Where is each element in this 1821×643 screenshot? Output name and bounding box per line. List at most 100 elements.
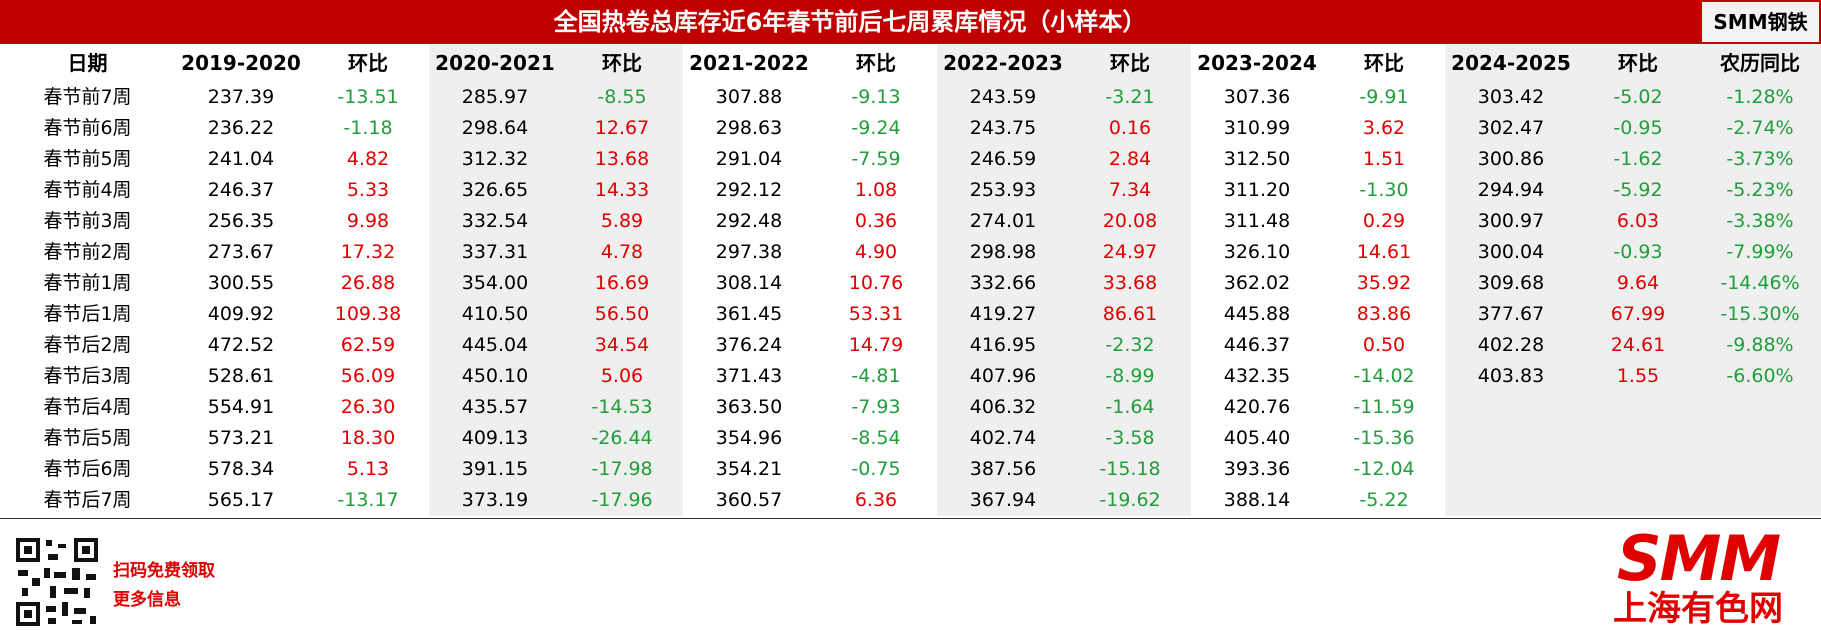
value-cell: 363.50	[715, 396, 783, 418]
change-cell: 56.50	[561, 299, 683, 330]
table-row: 春节后6周 578.34 5.13 391.15 -17.98 354.21 -0.75 38…	[0, 454, 1821, 485]
value-cell: 256.35	[207, 210, 275, 232]
value-cell: 407.96	[937, 361, 1069, 392]
value-cell: 377.67	[1445, 299, 1577, 330]
value-cell: 312.50	[1223, 148, 1291, 170]
change-cell: 16.69	[561, 268, 683, 299]
logo-name: 上海有色网	[1613, 589, 1783, 629]
value-cell: 406.32	[937, 392, 1069, 423]
value-cell: 360.57	[715, 489, 783, 511]
change-cell: 6.03	[1577, 206, 1699, 237]
value-cell: 241.04	[207, 148, 275, 170]
table-row: 春节后4周 554.91 26.30 435.57 -14.53 363.50 -7.93 4…	[0, 392, 1821, 423]
value-cell: 332.54	[429, 206, 561, 237]
badge: SMM钢铁	[1700, 0, 1821, 44]
value-cell: 409.13	[429, 423, 561, 454]
change-cell: -8.54	[851, 427, 901, 449]
column-header: 2021-2022	[689, 51, 809, 75]
change-cell: 35.92	[1356, 272, 1412, 294]
change-cell: 1.51	[1362, 148, 1406, 170]
column-header: 环比	[1364, 51, 1404, 75]
value-cell: 391.15	[429, 454, 561, 485]
change-cell: 62.59	[340, 334, 396, 356]
value-cell: 445.88	[1223, 303, 1291, 325]
row-label: 春节前4周	[43, 179, 132, 201]
column-header: 2024-2025	[1445, 44, 1577, 82]
change-cell: 83.86	[1356, 303, 1412, 325]
value-cell: 410.50	[429, 299, 561, 330]
row-label: 春节后5周	[43, 427, 132, 449]
value-cell: 253.93	[937, 175, 1069, 206]
value-cell: 297.38	[715, 241, 783, 263]
change-cell: 9.64	[1577, 268, 1699, 299]
change-cell: -13.51	[337, 86, 399, 108]
table-row: 春节后2周 472.52 62.59 445.04 34.54 376.24 14.79 41…	[0, 330, 1821, 361]
change-cell: 12.67	[561, 113, 683, 144]
value-cell: 298.98	[937, 237, 1069, 268]
table-row: 春节后7周 565.17 -13.17 373.19 -17.96 360.57 6.36 3…	[0, 485, 1821, 516]
change-cell: 17.32	[340, 241, 396, 263]
value-cell: 371.43	[715, 365, 783, 387]
change-cell: 4.82	[346, 148, 390, 170]
column-header: 环比	[1069, 44, 1191, 82]
value-cell: 416.95	[937, 330, 1069, 361]
column-header: 环比	[561, 44, 683, 82]
row-label: 春节前6周	[43, 117, 132, 139]
row-label: 春节后3周	[43, 365, 132, 387]
change-cell: -9.13	[851, 86, 901, 108]
change-cell: 5.06	[561, 361, 683, 392]
change-cell: 34.54	[561, 330, 683, 361]
change-cell: 14.61	[1356, 241, 1412, 263]
empty-cell	[1577, 485, 1699, 516]
empty-cell	[1577, 392, 1699, 423]
value-cell: 402.74	[937, 423, 1069, 454]
empty-cell	[1445, 485, 1577, 516]
row-label: 春节前3周	[43, 210, 132, 232]
table-row: 春节前6周 236.22 -1.18 298.64 12.67 298.63 -9.24 24…	[0, 113, 1821, 144]
table-row: 春节后1周 409.92 109.38 410.50 56.50 361.45 53.31 4…	[0, 299, 1821, 330]
row-label: 春节后2周	[43, 334, 132, 356]
value-cell: 388.14	[1223, 489, 1291, 511]
change-cell: -5.02	[1577, 82, 1699, 113]
change-cell: 5.89	[561, 206, 683, 237]
change-cell: -3.73%	[1699, 144, 1821, 175]
change-cell: 1.08	[854, 179, 898, 201]
change-cell: -15.30%	[1699, 299, 1821, 330]
change-cell: -8.99	[1069, 361, 1191, 392]
table-row: 春节前5周 241.04 4.82 312.32 13.68 291.04 -7.59 246…	[0, 144, 1821, 175]
change-cell: -1.28%	[1699, 82, 1821, 113]
value-cell: 309.68	[1445, 268, 1577, 299]
qr-code	[14, 536, 100, 628]
change-cell: -0.93	[1577, 237, 1699, 268]
value-cell: 362.02	[1223, 272, 1291, 294]
change-cell: -9.91	[1359, 86, 1409, 108]
change-cell: 0.29	[1362, 210, 1406, 232]
value-cell: 420.76	[1223, 396, 1291, 418]
column-header: 环比	[348, 51, 388, 75]
row-label: 春节后7周	[43, 489, 132, 511]
value-cell: 450.10	[429, 361, 561, 392]
change-cell: 20.08	[1069, 206, 1191, 237]
row-label: 春节前2周	[43, 241, 132, 263]
value-cell: 311.20	[1223, 179, 1291, 201]
column-header: 日期	[67, 51, 108, 75]
value-cell: 300.97	[1445, 206, 1577, 237]
change-cell: 109.38	[334, 303, 402, 325]
change-cell: 24.97	[1069, 237, 1191, 268]
change-cell: 0.36	[854, 210, 898, 232]
table: 日期 2019-2020 环比 2020-2021 环比 2021-2022 环比 2022-…	[0, 44, 1821, 516]
change-cell: -7.99%	[1699, 237, 1821, 268]
value-cell: 393.36	[1223, 458, 1291, 480]
table-row: 春节前2周 273.67 17.32 337.31 4.78 297.38 4.90 298.…	[0, 237, 1821, 268]
value-cell: 311.48	[1223, 210, 1291, 232]
value-cell: 446.37	[1223, 334, 1291, 356]
value-cell: 294.94	[1445, 175, 1577, 206]
value-cell: 302.47	[1445, 113, 1577, 144]
change-cell: 5.13	[346, 458, 390, 480]
row-label: 春节后1周	[43, 303, 132, 325]
value-cell: 292.12	[715, 179, 783, 201]
change-cell: 7.34	[1069, 175, 1191, 206]
empty-cell	[1577, 423, 1699, 454]
value-cell: 273.67	[207, 241, 275, 263]
